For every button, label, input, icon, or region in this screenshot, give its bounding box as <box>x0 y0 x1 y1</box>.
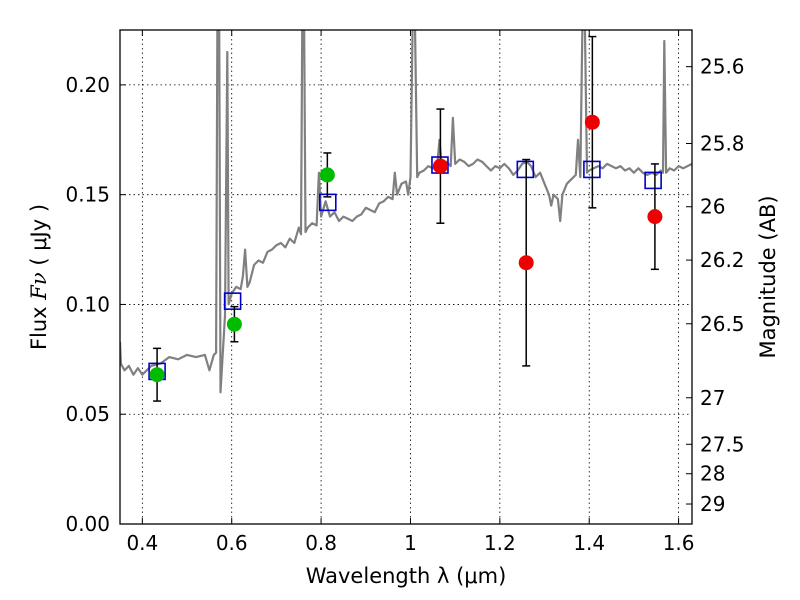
x-tick-label: 1.2 <box>484 531 516 555</box>
y-tick-label: 0.10 <box>65 292 110 316</box>
marker-layer <box>148 35 663 402</box>
right-tick-label: 25.6 <box>700 55 745 79</box>
label-layer: 0.4 0.6 0.8 1 1.2 1.4 1.6 0.00 0.05 0.10 0.15 0.20 2… <box>65 55 744 555</box>
y-tick-label: 0.05 <box>65 402 110 426</box>
x-tick-label: 0.6 <box>216 531 248 555</box>
right-tick-label: 29 <box>700 492 725 516</box>
x-tick-label: 1.6 <box>663 531 695 555</box>
spectrum-layer <box>120 30 692 394</box>
x-tick-label: 0.4 <box>126 531 158 555</box>
y-tick-label: 0.00 <box>65 512 110 536</box>
tick-layer <box>120 30 692 525</box>
model-square <box>223 292 242 310</box>
y-axis-label-text: Flux <box>27 306 51 350</box>
right-tick-label: 25.8 <box>700 132 745 156</box>
grid-layer <box>120 30 692 525</box>
green-data-point <box>226 316 242 332</box>
right-axis-label: Magnitude (AB) <box>756 195 780 358</box>
spectrum-line <box>120 30 692 394</box>
right-tick-label: 27.5 <box>700 432 745 456</box>
model-square <box>644 171 662 190</box>
x-tick-label: 1.4 <box>573 531 605 555</box>
plot-frame <box>119 29 693 525</box>
y-axis-label: Flux Fν ( μJy ) <box>27 204 51 350</box>
right-tick-label: 28 <box>700 462 725 486</box>
x-tick-label: 1 <box>404 531 417 555</box>
model-square <box>516 160 535 179</box>
right-tick-label: 26.5 <box>700 312 745 336</box>
y-tick-label: 0.20 <box>65 73 110 97</box>
y-axis-label-unit: ( μJy ) <box>27 204 51 266</box>
red-data-point <box>584 114 600 130</box>
right-tick-label: 26.2 <box>700 248 745 272</box>
right-tick-label: 27 <box>700 386 725 410</box>
red-data-point <box>518 255 534 271</box>
red-data-point <box>432 158 448 174</box>
green-data-point <box>319 167 335 183</box>
y-tick-label: 0.15 <box>65 183 110 207</box>
x-tick-label: 0.8 <box>305 531 337 555</box>
right-tick-label: 26 <box>700 195 725 219</box>
green-data-point <box>149 367 165 383</box>
y-axis-label-symbol: Fν <box>27 272 51 301</box>
x-axis-label: Wavelength λ (μm) <box>306 564 507 588</box>
red-data-point <box>647 209 663 225</box>
